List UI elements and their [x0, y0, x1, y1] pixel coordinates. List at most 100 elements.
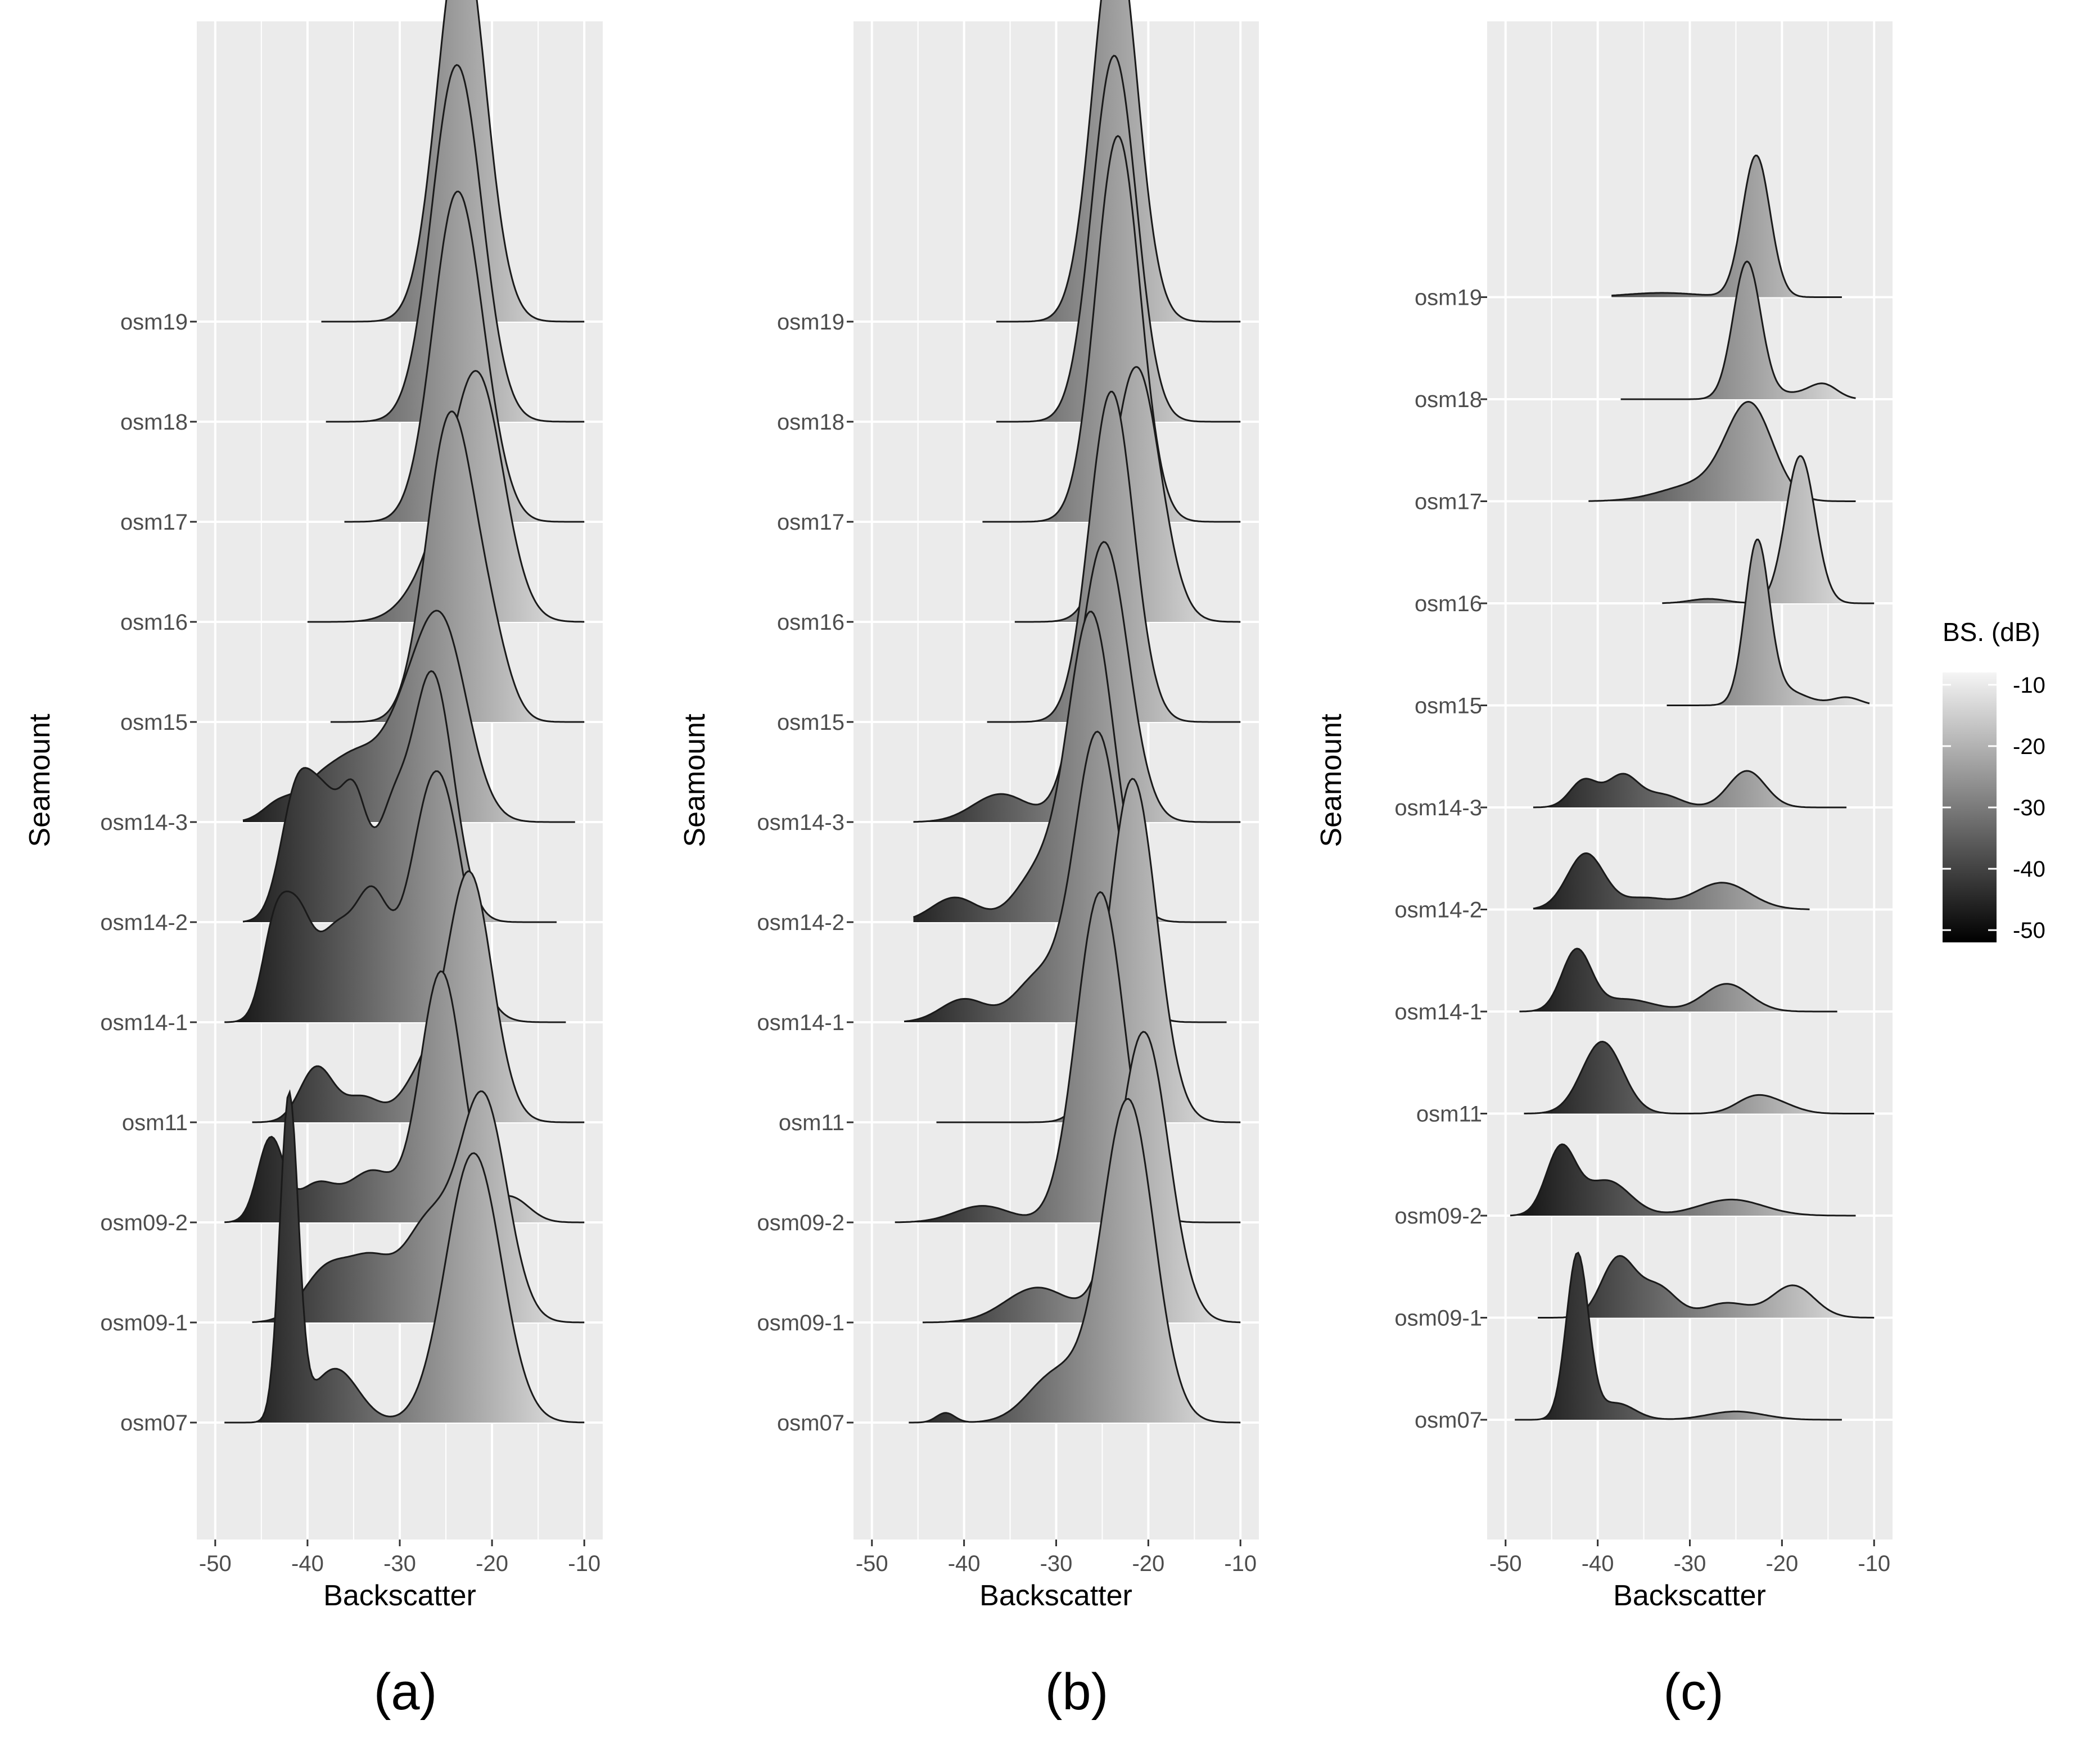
y-tick-label: osm11: [1416, 1102, 1482, 1127]
ridge-fill-osm14-1: [1519, 949, 1837, 1012]
legend-tick-label: -30: [2013, 796, 2045, 820]
y-tick-label: osm17: [120, 510, 188, 535]
y-tick-label: osm15: [777, 710, 844, 735]
x-tick-label: -50: [199, 1551, 232, 1576]
x-tick-label: -30: [383, 1551, 416, 1576]
ridge-line-osm14-2: [913, 611, 1227, 923]
ridge-line-osm16: [1014, 365, 1241, 623]
ridge-fill-osm11: [252, 871, 585, 1122]
legend-title: BS. (dB): [1943, 617, 2040, 647]
y-tick-label: osm11: [122, 1110, 188, 1135]
density-ridges: [224, 0, 585, 1424]
y-axis: osm07 osm09-1 osm09-2 osm11 osm14-1 osm14-2 os…: [1394, 286, 1487, 1433]
x-tick-label: -20: [1765, 1551, 1798, 1576]
ridge-line-osm17: [344, 190, 585, 523]
y-tick-label: osm16: [120, 610, 188, 635]
y-tick-label: osm09-1: [100, 1311, 188, 1335]
y-axis-title: Seamount: [1315, 714, 1348, 847]
panel-c: osm07 osm09-1 osm09-2 osm11 osm14-1 osm14-2 os…: [1315, 21, 1893, 1721]
y-axis-title: Seamount: [24, 714, 56, 847]
panel-label: (c): [1663, 1663, 1723, 1721]
y-axis-title: Seamount: [679, 714, 711, 847]
ridge-fill-osm14-1: [904, 732, 1227, 1022]
ridge-line-osm09-1: [252, 1090, 585, 1324]
ridge-fill-osm11: [936, 779, 1241, 1122]
x-tick-label: -10: [1224, 1551, 1257, 1576]
y-tick-label: osm19: [1415, 286, 1482, 310]
ridge-line-osm14-1: [904, 730, 1227, 1023]
y-tick-label: osm16: [777, 610, 844, 635]
y-tick-label: osm14-1: [1394, 1000, 1482, 1024]
panel-b: osm07 osm09-1 osm09-2 osm11 osm14-1 osm14-2 os…: [679, 0, 1259, 1721]
ridge-line-osm14-2: [242, 670, 557, 923]
ridge-fill-osm14-2: [913, 611, 1227, 922]
density-ridges: [1510, 154, 1875, 1421]
y-tick-label: osm14-3: [100, 810, 188, 835]
ridge-fill-osm14-1: [224, 771, 566, 1022]
y-tick-label: osm18: [120, 410, 188, 435]
ridge-line-osm15: [1667, 538, 1870, 706]
ridge-line-osm19: [1611, 154, 1842, 298]
ridge-line-osm19: [996, 0, 1241, 323]
legend: BS. (dB) -10 -20 -30 -40 -50: [1943, 617, 2045, 943]
legend-tick-label: -40: [2013, 857, 2045, 882]
ridge-line-osm07: [1515, 1251, 1842, 1421]
ridge-fill-osm14-2: [243, 671, 557, 922]
ridge-fill-osm07: [224, 1092, 585, 1423]
x-tick-label: -30: [1674, 1551, 1706, 1576]
legend-tick-label: -20: [2013, 734, 2045, 759]
y-tick-label: osm14-2: [100, 910, 188, 935]
x-tick-label: -10: [1858, 1551, 1890, 1576]
legend-tick-label: -10: [2013, 673, 2045, 698]
y-tick-label: osm11: [779, 1110, 844, 1135]
ridge-fill-osm11: [1524, 1041, 1875, 1114]
panel-label: (a): [374, 1663, 437, 1721]
ridge-line-osm09-2: [1510, 1143, 1856, 1217]
ridge-fill-osm15: [330, 411, 585, 722]
x-tick-label: -50: [856, 1551, 888, 1576]
y-tick-label: osm09-1: [757, 1311, 844, 1335]
ridge-fill-osm14-3: [1533, 771, 1847, 807]
ridge-fill-osm15: [1667, 539, 1869, 706]
x-tick-label: -40: [1582, 1551, 1614, 1576]
ridge-line-osm14-2: [1533, 852, 1810, 910]
ridge-line-osm11: [1524, 1040, 1875, 1114]
ridge-line-osm09-1: [922, 1031, 1241, 1324]
x-tick-label: -50: [1489, 1551, 1522, 1576]
ridge-line-osm18: [996, 55, 1241, 423]
x-tick-label: -30: [1040, 1551, 1073, 1576]
x-tick-label: -40: [948, 1551, 981, 1576]
legend-ticks: -10 -20 -30 -40 -50: [1943, 673, 2045, 943]
ridge-fill-osm07: [1515, 1253, 1842, 1420]
ridge-fill-osm16: [1662, 456, 1875, 603]
ridge-line-osm09-2: [895, 891, 1241, 1224]
legend-tick-label: -50: [2013, 918, 2045, 943]
ridge-fill-osm09-2: [895, 892, 1241, 1222]
x-tick-label: -10: [568, 1551, 600, 1576]
ridge-fill-osm09-2: [1510, 1144, 1856, 1216]
ridge-fill-osm17: [1588, 401, 1856, 502]
ridge-line-osm17: [982, 135, 1241, 523]
x-axis-title: Backscatter: [1613, 1579, 1766, 1612]
ridge-fill-osm18: [1620, 261, 1856, 399]
y-tick-label: osm09-2: [100, 1211, 188, 1235]
x-axis-title: Backscatter: [979, 1579, 1132, 1612]
y-tick-label: osm07: [120, 1411, 188, 1435]
ridge-line-osm15: [330, 410, 585, 723]
ridge-fill-osm07: [909, 1099, 1241, 1423]
y-tick-label: osm09-2: [1394, 1204, 1482, 1229]
ridge-line-osm07: [224, 1089, 585, 1424]
y-tick-label: osm17: [777, 510, 844, 535]
y-tick-label: osm14-3: [1394, 796, 1482, 820]
ridge-line-osm07: [909, 1098, 1241, 1424]
y-tick-label: osm14-3: [757, 810, 844, 835]
y-tick-label: osm18: [777, 410, 844, 435]
y-tick-label: osm15: [1415, 694, 1482, 719]
x-tick-label: -20: [476, 1551, 508, 1576]
ridge-fill-osm17: [982, 136, 1241, 522]
ridge-line-osm14-1: [224, 770, 566, 1023]
y-axis: osm07 osm09-1 osm09-2 osm11 osm14-1 osm14-2 os…: [100, 310, 197, 1435]
x-axis: -50 -40 -30 -20 -10: [199, 1540, 600, 1576]
y-tick-label: osm09-2: [757, 1211, 844, 1235]
y-tick-label: osm14-1: [100, 1010, 188, 1035]
